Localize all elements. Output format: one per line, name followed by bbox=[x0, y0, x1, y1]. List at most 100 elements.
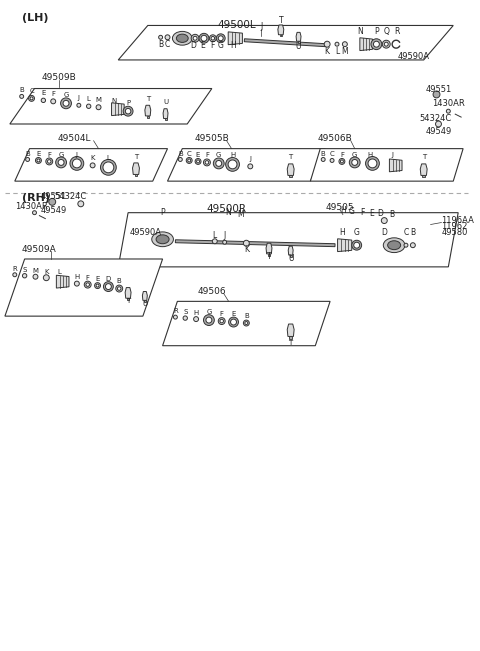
Text: S: S bbox=[183, 309, 187, 315]
Circle shape bbox=[173, 315, 178, 319]
Circle shape bbox=[226, 158, 240, 171]
Text: R: R bbox=[12, 266, 17, 272]
Circle shape bbox=[70, 156, 84, 171]
Text: B: B bbox=[117, 278, 121, 284]
Text: H: H bbox=[339, 228, 345, 237]
Text: T: T bbox=[278, 16, 283, 25]
Text: P: P bbox=[160, 208, 165, 217]
Text: 1430AR: 1430AR bbox=[432, 99, 465, 108]
Bar bbox=[268, 254, 270, 256]
Circle shape bbox=[95, 283, 100, 288]
Text: U: U bbox=[142, 301, 147, 307]
Text: J: J bbox=[249, 156, 251, 163]
Circle shape bbox=[371, 39, 382, 49]
Text: L: L bbox=[213, 231, 217, 240]
Circle shape bbox=[197, 160, 200, 163]
Text: G: G bbox=[349, 207, 355, 216]
Text: E: E bbox=[196, 152, 200, 158]
Circle shape bbox=[228, 160, 237, 169]
Circle shape bbox=[381, 217, 387, 223]
Circle shape bbox=[29, 96, 35, 102]
Text: J: J bbox=[391, 152, 393, 158]
Text: B: B bbox=[321, 150, 325, 156]
Text: L: L bbox=[87, 96, 91, 102]
Text: H: H bbox=[230, 152, 235, 158]
Text: B: B bbox=[410, 228, 415, 237]
Text: B: B bbox=[178, 150, 183, 156]
Text: 11962: 11962 bbox=[442, 222, 468, 231]
Bar bbox=[146, 116, 149, 118]
Text: E: E bbox=[201, 40, 205, 49]
Text: C: C bbox=[330, 150, 335, 156]
Text: E: E bbox=[41, 90, 46, 96]
Polygon shape bbox=[145, 105, 151, 116]
Text: G: G bbox=[59, 152, 64, 158]
Bar bbox=[289, 337, 292, 339]
Circle shape bbox=[37, 159, 40, 162]
Ellipse shape bbox=[156, 235, 169, 243]
Text: T: T bbox=[134, 154, 138, 159]
Text: (RH): (RH) bbox=[22, 193, 49, 203]
Text: 49549: 49549 bbox=[425, 128, 452, 136]
Text: N: N bbox=[112, 98, 117, 104]
Text: N: N bbox=[226, 208, 231, 217]
Polygon shape bbox=[288, 246, 293, 255]
Circle shape bbox=[435, 121, 442, 127]
Text: 49500R: 49500R bbox=[206, 204, 247, 214]
Polygon shape bbox=[163, 109, 168, 118]
Circle shape bbox=[183, 316, 187, 320]
Polygon shape bbox=[337, 239, 352, 251]
Text: P: P bbox=[374, 27, 379, 36]
Circle shape bbox=[74, 281, 79, 286]
Circle shape bbox=[349, 157, 360, 168]
Polygon shape bbox=[287, 164, 294, 175]
Circle shape bbox=[230, 319, 237, 325]
Text: G: G bbox=[352, 152, 358, 158]
Circle shape bbox=[20, 94, 24, 98]
Polygon shape bbox=[118, 25, 453, 60]
Circle shape bbox=[354, 242, 360, 248]
Circle shape bbox=[72, 159, 81, 168]
Text: M: M bbox=[33, 268, 38, 274]
Circle shape bbox=[342, 42, 348, 47]
Text: 49549: 49549 bbox=[41, 206, 67, 215]
Text: L: L bbox=[335, 47, 339, 55]
Text: M: M bbox=[342, 47, 348, 55]
Circle shape bbox=[366, 156, 379, 171]
Polygon shape bbox=[296, 33, 301, 41]
Circle shape bbox=[33, 211, 36, 215]
Circle shape bbox=[48, 159, 51, 163]
Text: 49504L: 49504L bbox=[57, 134, 91, 143]
Circle shape bbox=[78, 201, 84, 207]
Text: 54324C: 54324C bbox=[55, 193, 87, 201]
Text: K: K bbox=[244, 245, 249, 254]
Circle shape bbox=[90, 163, 95, 168]
Text: U: U bbox=[288, 253, 293, 262]
Circle shape bbox=[324, 41, 330, 47]
Circle shape bbox=[216, 34, 225, 43]
Text: G: G bbox=[216, 152, 221, 158]
Circle shape bbox=[58, 159, 64, 165]
Circle shape bbox=[243, 240, 249, 246]
Text: 49506: 49506 bbox=[198, 287, 226, 296]
Circle shape bbox=[33, 274, 38, 279]
Circle shape bbox=[206, 317, 212, 323]
Text: T: T bbox=[288, 340, 293, 346]
Circle shape bbox=[186, 158, 192, 163]
Circle shape bbox=[41, 98, 46, 102]
Circle shape bbox=[193, 36, 197, 40]
Circle shape bbox=[23, 273, 27, 278]
Circle shape bbox=[218, 36, 223, 41]
Circle shape bbox=[77, 104, 81, 107]
Text: H: H bbox=[340, 206, 346, 215]
Circle shape bbox=[63, 100, 69, 106]
Text: K: K bbox=[90, 156, 95, 161]
Text: T: T bbox=[126, 298, 130, 305]
Circle shape bbox=[382, 40, 390, 48]
Circle shape bbox=[204, 314, 214, 326]
Polygon shape bbox=[143, 292, 147, 300]
Text: R: R bbox=[173, 308, 178, 314]
Text: J: J bbox=[76, 152, 78, 158]
Polygon shape bbox=[244, 39, 325, 47]
Text: F: F bbox=[211, 40, 215, 49]
